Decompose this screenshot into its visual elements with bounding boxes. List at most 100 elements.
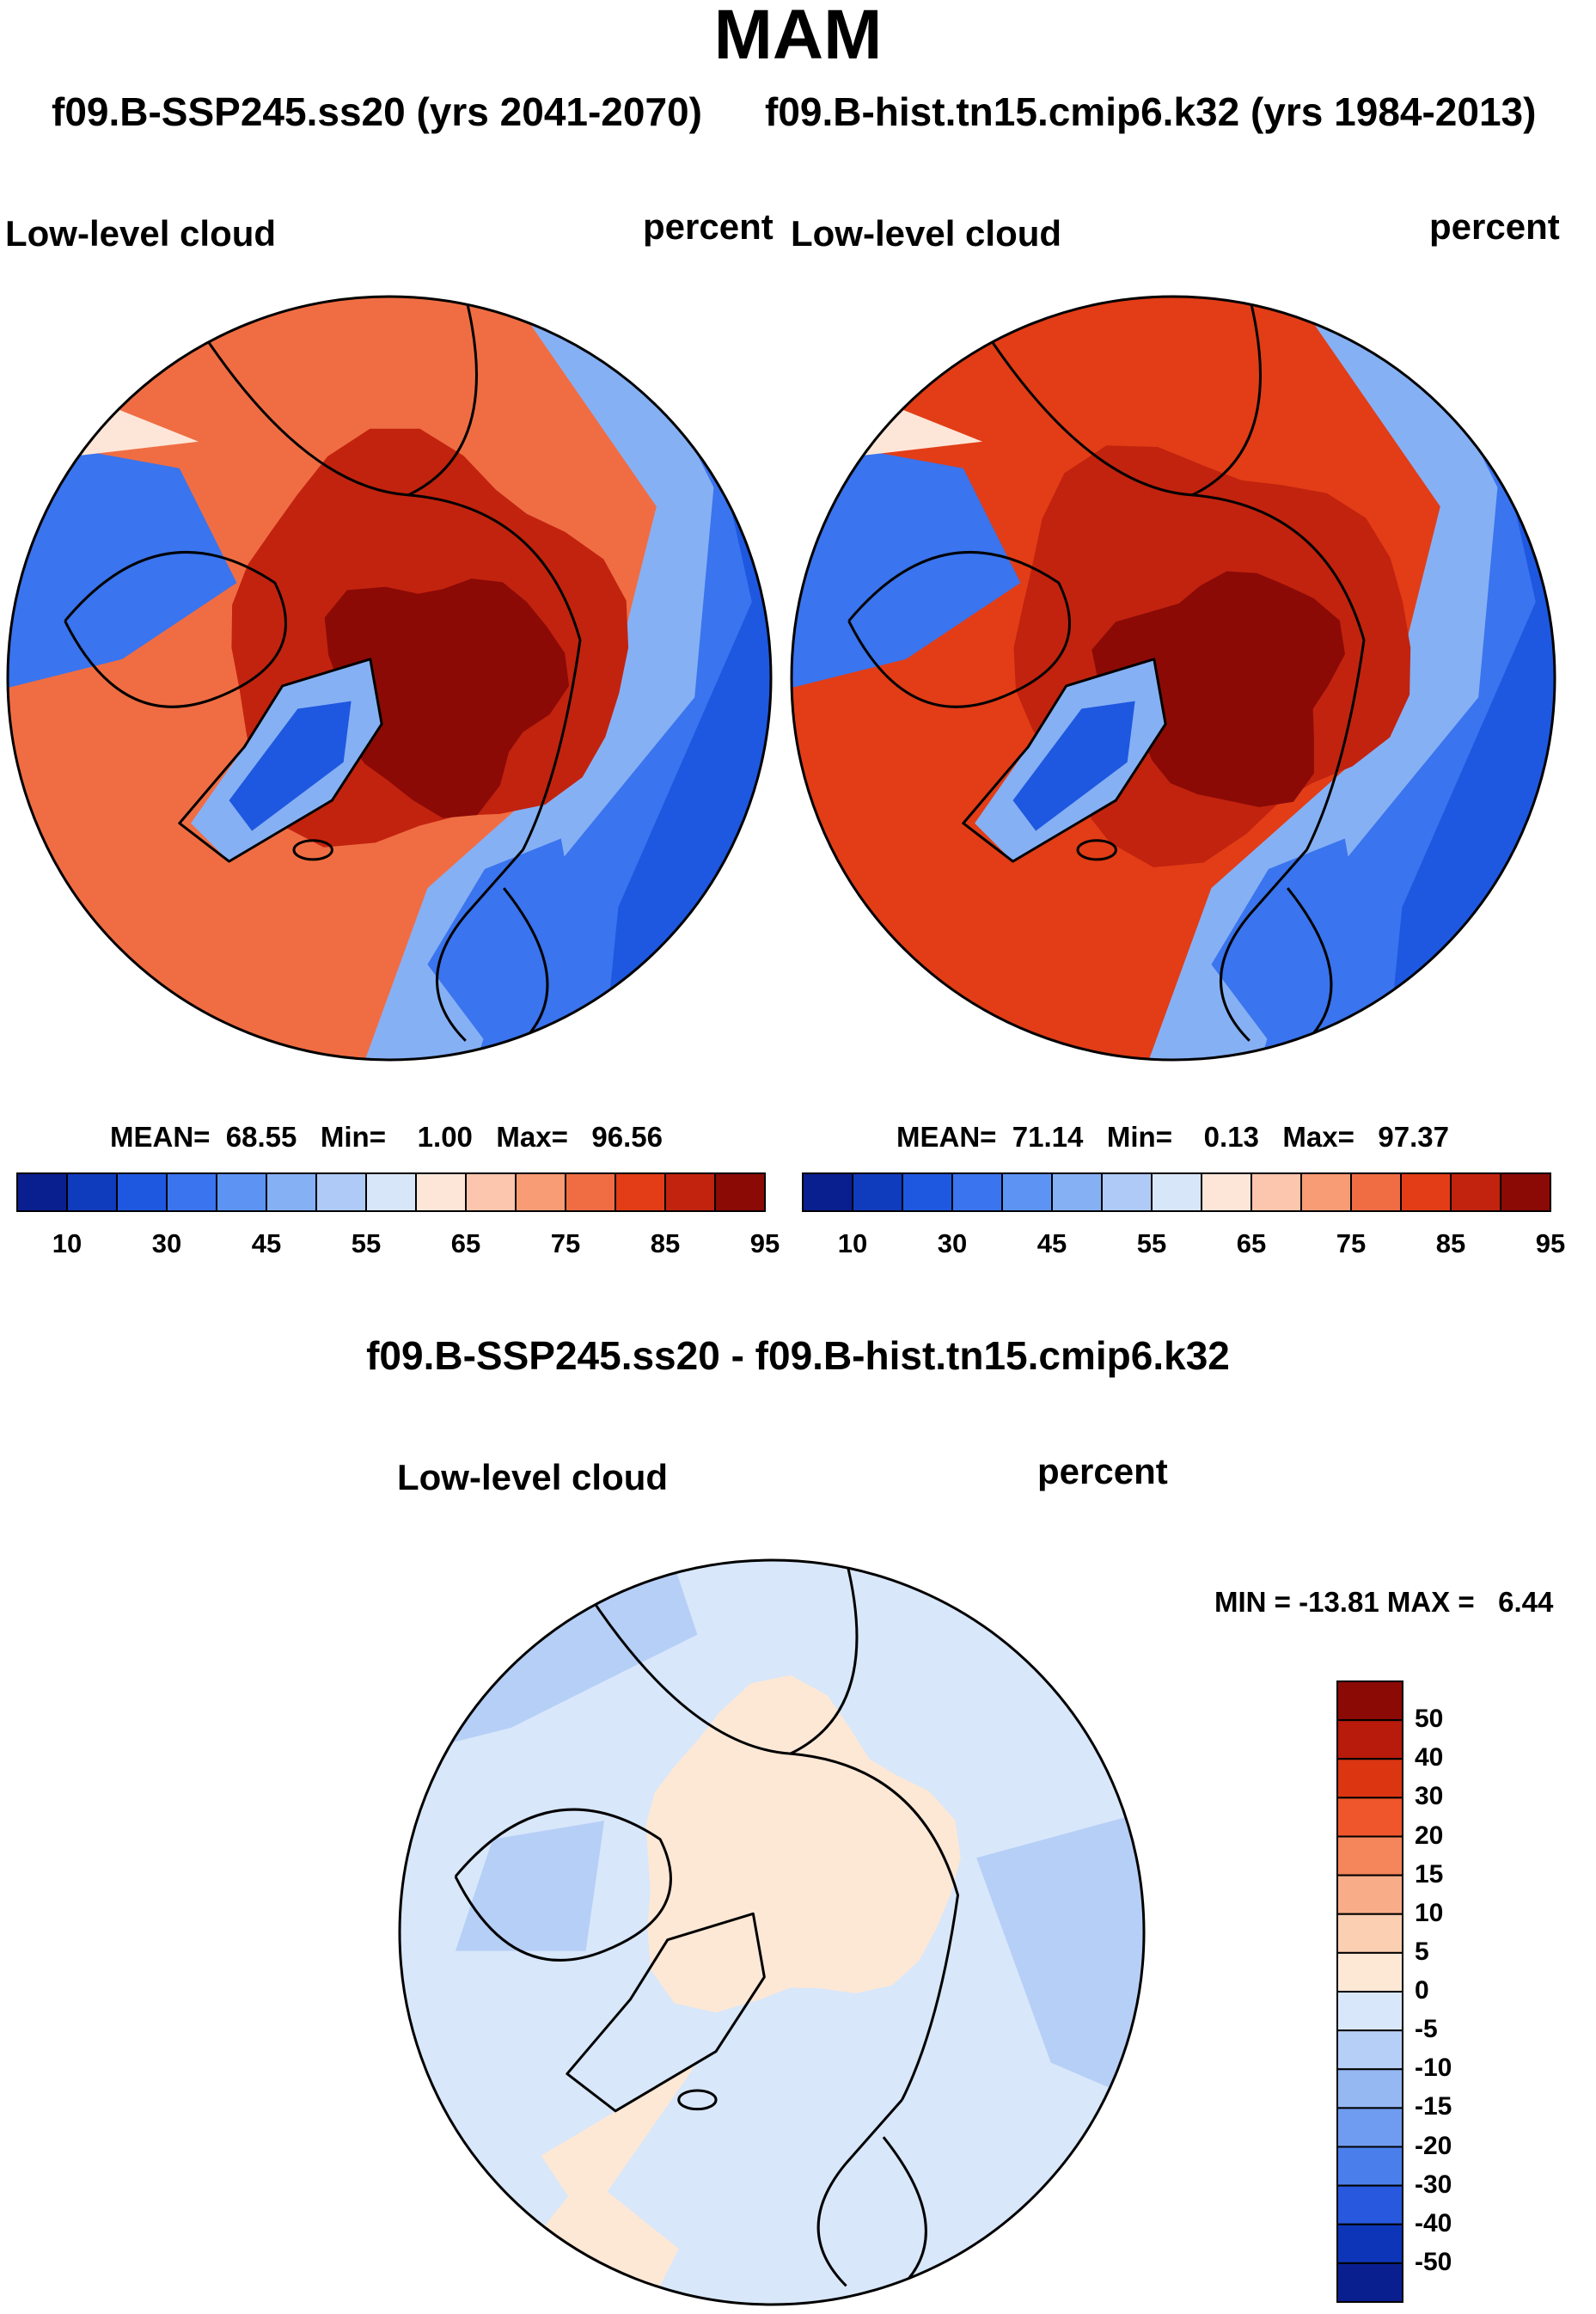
colorbar-tick-label: 55 <box>351 1228 382 1258</box>
colorbar-swatch <box>1101 1172 1153 1212</box>
panel2-max-label: Max= <box>1282 1121 1354 1153</box>
colorbar-swatch <box>714 1172 766 1212</box>
panel2-mean-label: MEAN= <box>896 1121 997 1153</box>
map-boundary-3 <box>398 1558 1146 2306</box>
colorbar-swatch <box>1251 1172 1302 1212</box>
colorbar-swatch <box>1336 1951 1403 1993</box>
canada-archipelago-coastline <box>847 551 1071 708</box>
colorbar-tick-label: 85 <box>650 1228 681 1258</box>
iceland-coastline <box>677 2089 718 2111</box>
map-panel-1 <box>6 295 773 1062</box>
panel2-units-label: percent <box>1429 206 1560 247</box>
colorbar-swatch <box>1336 1680 1403 1722</box>
map-field-1 <box>8 297 771 1060</box>
colorbar-swatch <box>951 1172 1003 1212</box>
colorbar-swatch <box>1336 1991 1403 2032</box>
colorbar-tick-label: 0 <box>1415 1976 1429 2005</box>
colorbar-swatch <box>1151 1172 1202 1212</box>
panel2-mean-value: 71.14 <box>1012 1121 1084 1153</box>
panel1-max-label: Max= <box>496 1121 568 1153</box>
colorbar-tick-label: 65 <box>450 1228 481 1258</box>
colorbar-tick-label: 20 <box>1415 1821 1444 1850</box>
field-arctic-pos <box>645 1674 961 2013</box>
alaska-siberia-coastline <box>178 297 478 497</box>
field-scandinavia <box>1211 838 1364 1041</box>
colorbar-swatch <box>1336 2107 1403 2148</box>
colorbar-swatch <box>1400 1172 1452 1212</box>
colorbar-tick-label: 85 <box>1435 1228 1466 1258</box>
panel1-max-value: 96.56 <box>591 1121 663 1153</box>
colorbar-swatch <box>1450 1172 1501 1212</box>
colorbar-swatch <box>1336 1874 1403 1915</box>
colorbar-swatch <box>1336 2068 1403 2109</box>
colorbar-swatch <box>1336 2029 1403 2071</box>
colorbar-tick-label: -5 <box>1415 2015 1438 2044</box>
colorbar-tick-label: 40 <box>1415 1743 1444 1772</box>
colorbar-tick-label: -30 <box>1415 2170 1452 2199</box>
panel1-mean-value: 68.55 <box>225 1121 297 1153</box>
control-run-title: f09.B-hist.tn15.cmip6.k32 (yrs 1984-2013… <box>765 89 1537 134</box>
colorbar-swatch <box>1336 1797 1403 1838</box>
colorbar-swatch <box>1336 1835 1403 1876</box>
colorbar-swatch <box>1336 2146 1403 2187</box>
iceland-coastline <box>292 839 333 861</box>
colorbar-swatch <box>1350 1172 1402 1212</box>
scandinavia-coastline <box>436 848 549 1042</box>
colorbar-swatch <box>664 1172 716 1212</box>
canada-archipelago-coastline <box>64 551 287 708</box>
alaska-siberia-coastline <box>566 1560 859 1755</box>
colorbar-swatch <box>902 1172 953 1212</box>
colorbar-swatch <box>1051 1172 1103 1212</box>
panel2-min-label: Min= <box>1106 1121 1172 1153</box>
greenland-coastline <box>178 658 383 863</box>
colorbar-swatch <box>515 1172 566 1212</box>
panel1-min-value: 1.00 <box>417 1121 473 1153</box>
colorbar-swatch <box>1300 1172 1352 1212</box>
field-greenland-core <box>229 701 352 831</box>
colorbar-tick-label: 15 <box>1415 1859 1444 1889</box>
colorbar-tick-label: -10 <box>1415 2054 1452 2083</box>
map-boundary-1 <box>6 295 773 1062</box>
colorbar-tick-label: 10 <box>52 1228 83 1258</box>
scandinavia-coastline <box>1220 848 1333 1042</box>
figure-title: MAM <box>713 0 883 74</box>
colorbar-swatch <box>852 1172 903 1212</box>
panel1-min-label: Min= <box>320 1121 386 1153</box>
colorbar-tick-label: -40 <box>1415 2208 1452 2237</box>
colorbar-tick-label: 30 <box>151 1228 182 1258</box>
eurasia-coastline <box>1192 493 1366 851</box>
field-greenland-core <box>1012 701 1135 831</box>
experiment-run-title: f09.B-SSP245.ss20 (yrs 2041-2070) <box>52 89 702 134</box>
colorbar-tick-label: 95 <box>749 1228 780 1258</box>
colorbar-swatch <box>116 1172 168 1212</box>
colorbar-1 <box>16 1172 766 1212</box>
colorbar-tick-label: -50 <box>1415 2247 1452 2276</box>
map-field-3 <box>400 1560 1144 2305</box>
colorbar-swatch <box>1336 2262 1403 2303</box>
colorbar-tick-label: 65 <box>1236 1228 1267 1258</box>
colorbar-swatch <box>1336 1758 1403 1799</box>
panel2-variable-label: Low-level cloud <box>791 213 1062 254</box>
colorbar-tick-label: -15 <box>1415 2092 1452 2121</box>
map-boundary-2 <box>790 295 1556 1062</box>
colorbar-tick-label: -20 <box>1415 2131 1452 2160</box>
colorbar-tick-label: 5 <box>1415 1937 1429 1966</box>
colorbar-tick-label: 50 <box>1415 1705 1444 1734</box>
panel3-variable-label: Low-level cloud <box>397 1457 669 1497</box>
colorbar-tick-label: 95 <box>1535 1228 1566 1258</box>
iceland-coastline <box>1076 839 1117 861</box>
colorbar-swatch <box>365 1172 417 1212</box>
canada-archipelago-coastline <box>454 1808 672 1962</box>
colorbar-swatch <box>465 1172 517 1212</box>
colorbar-tick-label: 75 <box>1336 1228 1367 1258</box>
colorbar-tick-label: 55 <box>1136 1228 1167 1258</box>
panel3-min-max: MIN = -13.81 MAX = 6.44 <box>1214 1586 1554 1618</box>
panel1-variable-label: Low-level cloud <box>5 213 277 254</box>
colorbar-swatch <box>266 1172 317 1212</box>
panel3-units-label: percent <box>1037 1451 1168 1491</box>
colorbar-swatch <box>315 1172 367 1212</box>
colorbar-swatch <box>16 1172 68 1212</box>
panel1-stats: MEAN= 68.55 Min= 1.00 Max= 96.56 <box>110 1121 663 1154</box>
colorbar-swatch <box>1201 1172 1252 1212</box>
